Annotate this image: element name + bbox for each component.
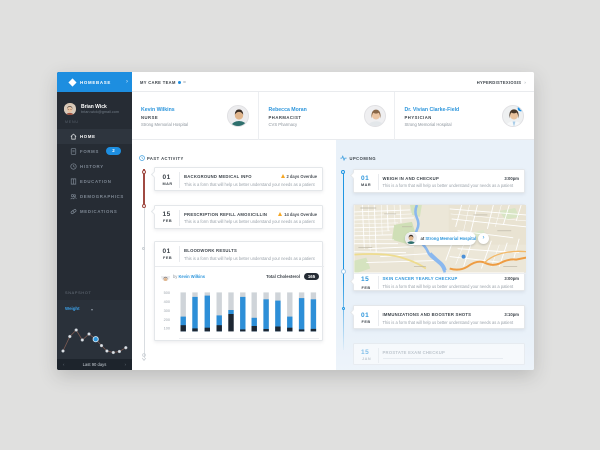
svg-text:i: i	[519, 106, 521, 111]
svg-text:500: 500	[164, 291, 170, 295]
svg-text:400: 400	[164, 300, 170, 304]
svg-text:200: 200	[164, 318, 170, 322]
svg-text:300: 300	[164, 309, 170, 313]
svg-text:100: 100	[164, 327, 170, 331]
